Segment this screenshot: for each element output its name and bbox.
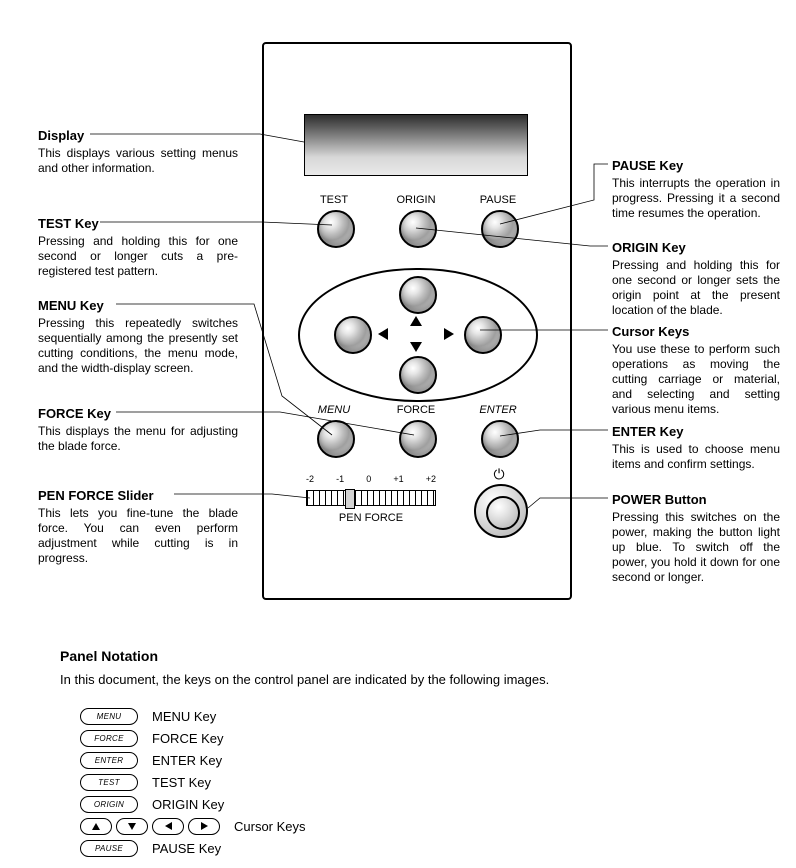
chevron-left-icon [378,328,388,340]
callout-cursor-title: Cursor Keys [612,324,780,340]
force-key-label: FORCE [386,404,446,416]
notation-label-test: TEST Key [152,775,211,790]
pen-force-track [306,490,436,506]
badge-pause: PAUSE [80,840,138,857]
origin-key-label: ORIGIN [386,194,446,206]
callout-force-text: This displays the menu for adjusting the… [38,424,238,454]
power-button[interactable] [474,484,528,538]
callout-power: POWER Button Pressing this switches on t… [612,492,780,585]
callout-enter-title: ENTER Key [612,424,780,440]
test-key-label: TEST [304,194,364,206]
callout-penforce-title: PEN FORCE Slider [38,488,238,504]
callout-penforce-text: This lets you fine-tune the blade force.… [38,506,238,566]
callout-force-title: FORCE Key [38,406,238,422]
notation-label-pause: PAUSE Key [152,841,221,856]
callout-test-text: Pressing and holding this for one second… [38,234,238,279]
notation-row-test: TEST TEST Key [60,771,740,793]
cursor-down-button[interactable] [399,356,437,394]
badge-test: TEST [80,774,138,791]
panel-notation: Panel Notation In this document, the key… [60,648,740,859]
callout-display-text: This displays various setting menus and … [38,146,238,176]
badge-menu: MENU [80,708,138,725]
tick-p1: +1 [393,474,403,484]
cursor-right-button[interactable] [464,316,502,354]
power-button-inner [486,496,520,530]
callout-display-title: Display [38,128,238,144]
mini-cursor-left-icon [152,818,184,835]
notation-row-menu: MENU MENU Key [60,705,740,727]
callout-origin-text: Pressing and holding this for one second… [612,258,780,318]
pen-force-tick-labels: -2 -1 0 +1 +2 [306,474,436,484]
callout-force: FORCE Key This displays the menu for adj… [38,406,238,454]
chevron-down-icon [410,342,422,352]
mini-cursor-up-icon [80,818,112,835]
callout-penforce: PEN FORCE Slider This lets you fine-tune… [38,488,238,566]
origin-button[interactable] [399,210,437,248]
pen-force-slider[interactable]: -2 -1 0 +1 +2 PEN FORCE [306,474,436,524]
notation-row-enter: ENTER ENTER Key [60,749,740,771]
badge-enter: ENTER [80,752,138,769]
callout-test-title: TEST Key [38,216,238,232]
callout-origin: ORIGIN Key Pressing and holding this for… [612,240,780,318]
callout-pause-title: PAUSE Key [612,158,780,174]
notation-row-cursor: Cursor Keys [60,815,740,837]
notation-label-menu: MENU Key [152,709,216,724]
test-button[interactable] [317,210,355,248]
callout-cursor: Cursor Keys You use these to perform suc… [612,324,780,417]
mini-cursor-right-icon [188,818,220,835]
callout-menu: MENU Key Pressing this repeatedly switch… [38,298,238,376]
cursor-left-button[interactable] [334,316,372,354]
pause-button[interactable] [481,210,519,248]
menu-button[interactable] [317,420,355,458]
menu-key-label: MENU [304,404,364,416]
notation-row-pause: PAUSE PAUSE Key [60,837,740,859]
enter-button[interactable] [481,420,519,458]
callout-origin-title: ORIGIN Key [612,240,780,256]
chevron-right-icon [444,328,454,340]
badge-force: FORCE [80,730,138,747]
callout-menu-text: Pressing this repeatedly switches sequen… [38,316,238,376]
notation-row-force: FORCE FORCE Key [60,727,740,749]
tick-m1: -1 [336,474,344,484]
callout-power-text: Pressing this switches on the power, mak… [612,510,780,585]
tick-0: 0 [366,474,371,484]
badge-origin: ORIGIN [80,796,138,813]
callout-pause-text: This interrupts the operation in progres… [612,176,780,221]
panel-notation-title: Panel Notation [60,648,740,664]
callout-pause: PAUSE Key This interrupts the operation … [612,158,780,221]
enter-key-label: ENTER [468,404,528,416]
control-panel: TEST ORIGIN PAUSE MENU FORCE ENTER ⏻ [262,42,572,600]
power-icon: ⏻ [489,466,509,483]
pause-key-label: PAUSE [468,194,528,206]
notation-label-enter: ENTER Key [152,753,222,768]
notation-label-origin: ORIGIN Key [152,797,224,812]
force-button[interactable] [399,420,437,458]
panel-notation-desc: In this document, the keys on the contro… [60,672,740,687]
callout-cursor-text: You use these to perform such operations… [612,342,780,417]
notation-label-cursor: Cursor Keys [234,819,306,834]
callout-display: Display This displays various setting me… [38,128,238,176]
notation-row-origin: ORIGIN ORIGIN Key [60,793,740,815]
callout-enter: ENTER Key This is used to choose menu it… [612,424,780,472]
display-lcd [304,114,528,176]
cursor-up-button[interactable] [399,276,437,314]
callout-enter-text: This is used to choose menu items and co… [612,442,780,472]
notation-label-force: FORCE Key [152,731,224,746]
callout-menu-title: MENU Key [38,298,238,314]
pen-force-handle[interactable] [345,489,355,509]
chevron-up-icon [410,316,422,326]
pen-force-caption: PEN FORCE [306,512,436,524]
badge-cursor-set [80,818,220,835]
tick-p2: +2 [426,474,436,484]
callout-test: TEST Key Pressing and holding this for o… [38,216,238,279]
callout-power-title: POWER Button [612,492,780,508]
mini-cursor-down-icon [116,818,148,835]
tick-m2: -2 [306,474,314,484]
